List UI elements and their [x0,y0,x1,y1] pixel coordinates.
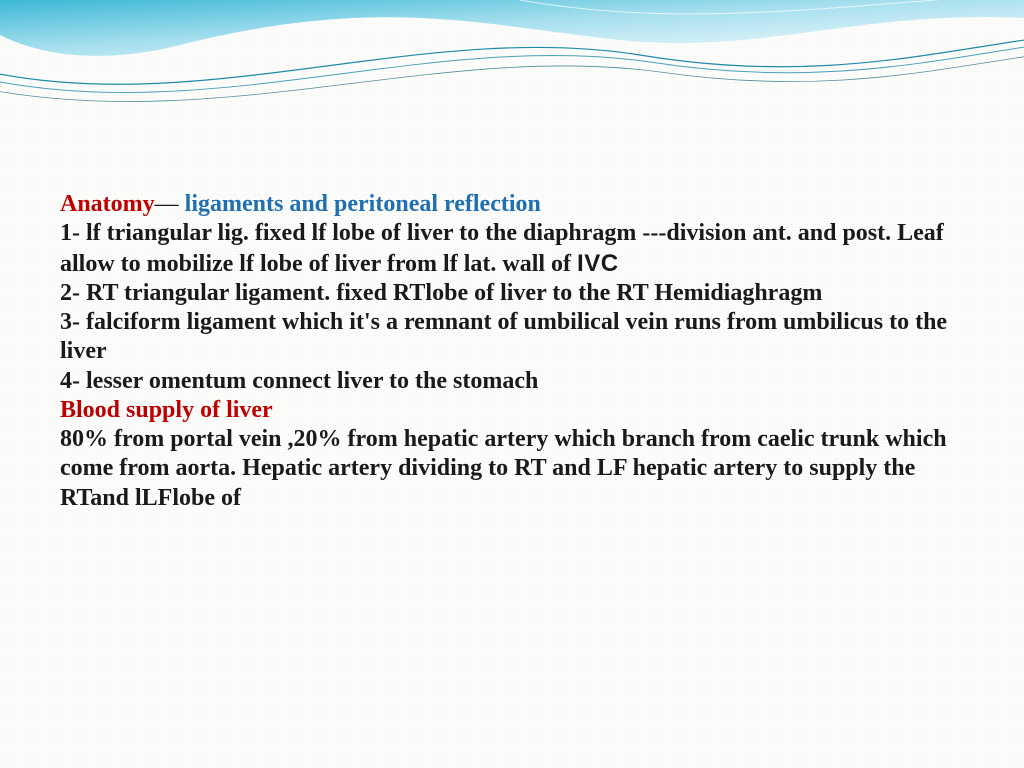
section-1-item-2: 2- RT triangular ligament. fixed RTlobe … [60,279,964,308]
section-1-item-4: 4- lesser omentum connect liver to the s… [60,367,964,396]
section-1-item-1: 1- lf triangular lig. fixed lf lobe of l… [60,219,964,279]
title-dash: — [155,191,179,217]
ivc-label: IVC [577,250,619,277]
header-wave-decoration [0,0,1024,160]
item-1-text: 1- lf triangular lig. fixed lf lobe of l… [60,220,944,276]
title-red: Anatomy [60,191,155,217]
section-2-item-1: 80% from portal vein ,20% from hepatic a… [60,425,964,513]
section-2-title: Blood supply of liver [60,396,964,425]
title-red-2: Blood supply of liver [60,397,273,423]
slide-body: Anatomy— ligaments and peritoneal reflec… [60,190,964,513]
title-blue: ligaments and peritoneal reflection [179,191,541,217]
section-1-title: Anatomy— ligaments and peritoneal reflec… [60,190,964,219]
section-1-item-3: 3- falciform ligament which it's a remna… [60,308,964,367]
